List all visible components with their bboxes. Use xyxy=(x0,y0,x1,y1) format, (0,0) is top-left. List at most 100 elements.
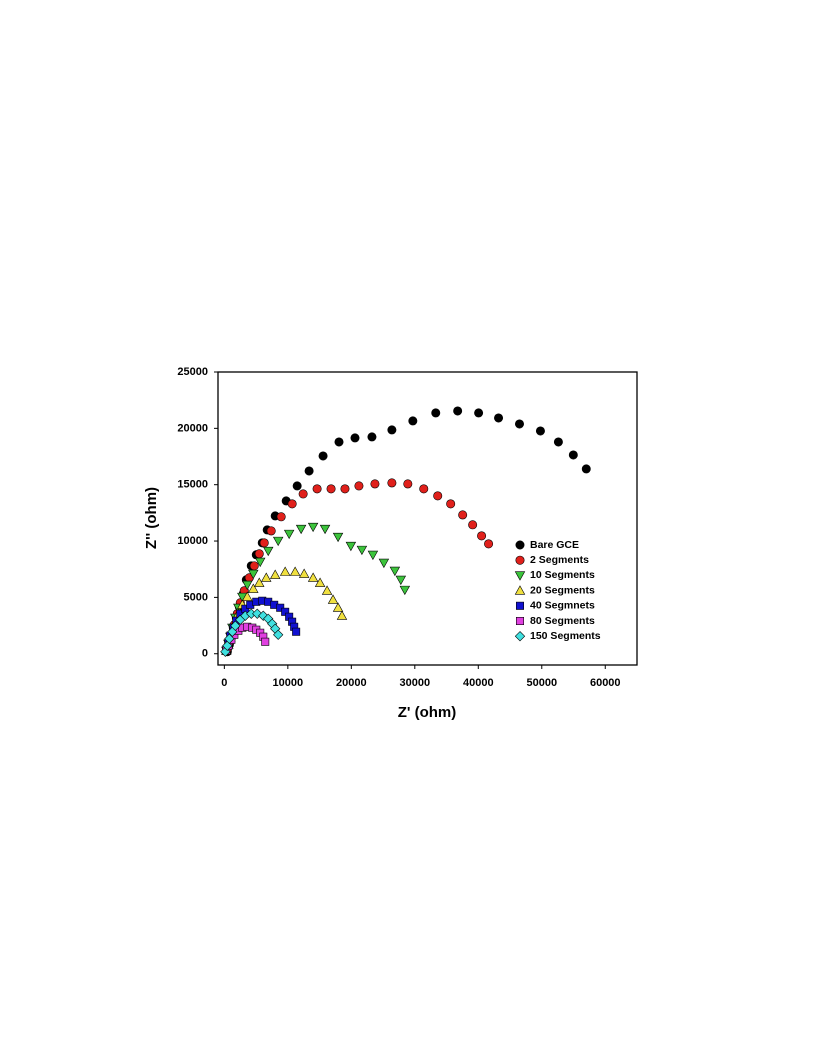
legend-marker xyxy=(514,631,526,642)
data-point xyxy=(220,646,231,657)
data-point xyxy=(332,602,344,612)
legend-marker xyxy=(514,585,526,595)
data-point xyxy=(326,484,336,494)
data-point xyxy=(269,569,281,579)
data-point xyxy=(367,432,377,442)
data-point xyxy=(581,464,591,474)
data-point xyxy=(307,522,319,533)
data-point xyxy=(403,479,413,489)
data-point xyxy=(332,532,344,543)
data-point xyxy=(252,608,263,619)
data-point xyxy=(340,484,350,494)
legend-text: 150 Segments xyxy=(530,630,601,642)
data-point xyxy=(446,499,456,509)
y-tick-label: 25000 xyxy=(177,366,208,378)
data-point xyxy=(276,603,285,612)
data-point xyxy=(408,416,418,426)
x-tick-label: 0 xyxy=(221,677,227,689)
data-point xyxy=(321,585,333,595)
data-point xyxy=(458,510,468,520)
x-tick-label: 10000 xyxy=(273,677,304,689)
data-point xyxy=(279,566,291,576)
data-point xyxy=(312,484,322,494)
y-axis-label: Z'' (ohm) xyxy=(143,487,160,549)
legend-text: 80 Segments xyxy=(530,615,595,627)
data-point xyxy=(453,406,463,416)
legend-text: 10 Segments xyxy=(530,569,595,581)
data-point xyxy=(298,568,310,578)
data-point xyxy=(514,419,524,429)
data-point xyxy=(295,524,307,535)
data-point xyxy=(553,437,563,447)
x-tick-label: 20000 xyxy=(336,677,367,689)
data-point xyxy=(224,633,235,644)
data-point xyxy=(304,466,314,476)
data-point xyxy=(263,546,274,557)
data-point xyxy=(254,549,264,559)
legend-text: Bare GCE xyxy=(530,539,579,551)
data-point xyxy=(367,550,379,561)
data-point xyxy=(419,484,429,494)
data-point xyxy=(230,620,241,631)
x-tick-label: 50000 xyxy=(526,677,557,689)
data-point xyxy=(298,489,308,499)
legend-marker xyxy=(515,616,524,625)
data-point xyxy=(272,536,284,547)
data-point xyxy=(395,575,407,586)
plot-frame xyxy=(217,371,638,666)
data-point xyxy=(378,558,390,569)
data-point xyxy=(255,557,266,568)
data-point xyxy=(327,594,339,604)
data-point xyxy=(568,450,578,460)
legend-text: 20 Segments xyxy=(530,584,595,596)
y-tick-label: 20000 xyxy=(177,422,208,434)
data-point xyxy=(345,541,357,552)
data-point xyxy=(399,585,411,596)
data-point xyxy=(292,481,302,491)
data-point xyxy=(242,580,253,591)
data-point xyxy=(292,627,301,636)
x-tick-label: 60000 xyxy=(590,677,621,689)
data-point xyxy=(276,512,286,522)
data-point xyxy=(314,577,326,587)
data-point xyxy=(431,408,441,418)
data-point xyxy=(433,491,443,501)
data-point xyxy=(484,539,494,549)
x-tick-label: 30000 xyxy=(400,677,431,689)
data-point xyxy=(266,526,276,536)
data-point xyxy=(389,566,401,577)
data-point xyxy=(334,437,344,447)
data-point xyxy=(248,583,259,593)
data-point xyxy=(494,413,504,423)
y-tick-label: 0 xyxy=(202,648,208,660)
data-point xyxy=(249,561,259,571)
data-point xyxy=(261,572,272,582)
data-point xyxy=(370,479,380,489)
data-point xyxy=(254,577,265,587)
data-point xyxy=(283,529,295,540)
data-point xyxy=(354,481,364,491)
data-point xyxy=(387,478,397,488)
data-point xyxy=(468,520,478,530)
data-point xyxy=(307,572,319,582)
y-tick-label: 5000 xyxy=(184,591,208,603)
data-point xyxy=(356,545,368,556)
data-point xyxy=(287,499,297,509)
data-point xyxy=(336,610,348,620)
legend-marker xyxy=(514,571,526,581)
data-point xyxy=(477,531,487,541)
data-point xyxy=(259,538,269,548)
legend-text: 2 Segments xyxy=(530,554,589,566)
y-tick-label: 15000 xyxy=(177,479,208,491)
x-tick-label: 40000 xyxy=(463,677,494,689)
data-point xyxy=(535,426,545,436)
y-tick-label: 10000 xyxy=(177,535,208,547)
x-axis-label: Z' (ohm) xyxy=(398,704,457,721)
data-point xyxy=(242,591,253,601)
data-point xyxy=(273,629,284,640)
data-point xyxy=(289,566,301,576)
data-point xyxy=(387,425,397,435)
data-point xyxy=(350,433,360,443)
